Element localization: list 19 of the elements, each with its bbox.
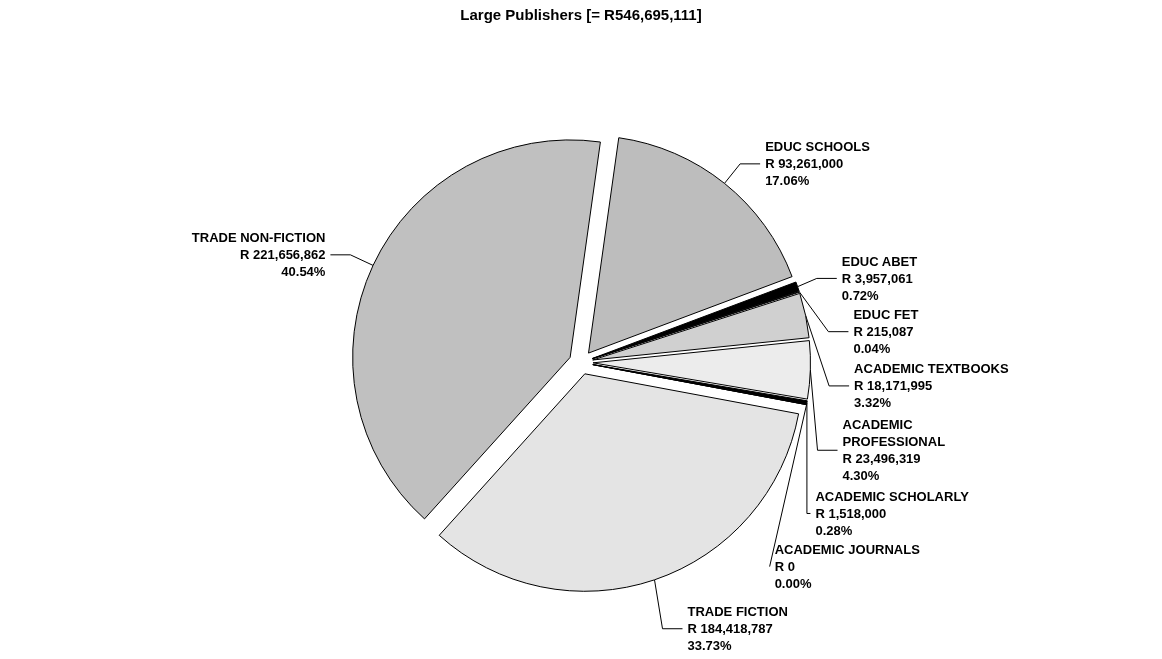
data-label: R 221,656,862 40.54% <box>240 247 326 280</box>
data-label: R 1,518,000 0.28% <box>815 505 887 538</box>
slice-label: ACADEMIC TEXTBOOKS <box>854 361 1009 377</box>
slice-label: EDUC SCHOOLS <box>765 139 871 155</box>
data-label: R 18,171,995 3.32% <box>854 378 933 411</box>
data-label: R 215,087 0.04% <box>853 324 914 357</box>
slice-label: EDUC FET <box>853 307 919 323</box>
category-label: ACADEMIC JOURNALS <box>774 542 920 558</box>
data-label: R 3,957,061 0.72% <box>841 270 913 303</box>
slice-label: ACADEMIC PROFESSIONAL <box>842 417 946 450</box>
text: R 0 0.00% <box>774 559 812 592</box>
slice-label: ACADEMIC SCHOLARLY <box>815 488 970 504</box>
data-label: R 23,496,319 4.30% <box>842 451 921 484</box>
data-label: R 93,261,000 17.06% <box>765 156 844 189</box>
slice-label: TRADE FICTION <box>687 604 788 620</box>
data-label: R 184,418,787 33.73% <box>687 621 773 654</box>
slice-label: EDUC ABET <box>841 253 918 269</box>
slice-label: TRADE NON-FICTION <box>191 230 326 246</box>
chart-title: Large Publishers [= R546,695,111] <box>460 6 702 23</box>
